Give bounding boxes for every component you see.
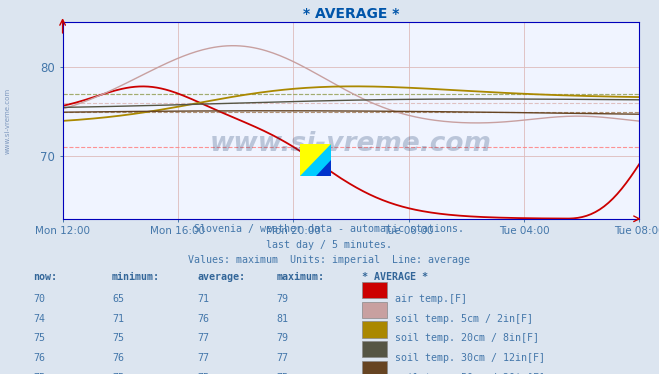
Text: 77: 77: [277, 353, 289, 363]
FancyBboxPatch shape: [362, 282, 387, 298]
Text: now:: now:: [33, 272, 57, 282]
Polygon shape: [300, 144, 331, 176]
Polygon shape: [316, 160, 331, 176]
Text: minimum:: minimum:: [112, 272, 160, 282]
Text: soil temp. 30cm / 12in[F]: soil temp. 30cm / 12in[F]: [395, 353, 546, 363]
Text: air temp.[F]: air temp.[F]: [395, 294, 467, 304]
Text: soil temp. 50cm / 20in[F]: soil temp. 50cm / 20in[F]: [395, 373, 546, 374]
Text: 75: 75: [33, 334, 45, 343]
Text: * AVERAGE *: * AVERAGE *: [362, 272, 428, 282]
Text: maximum:: maximum:: [277, 272, 325, 282]
Text: Values: maximum  Units: imperial  Line: average: Values: maximum Units: imperial Line: av…: [188, 255, 471, 265]
Text: 81: 81: [277, 314, 289, 324]
Text: 76: 76: [198, 314, 210, 324]
Text: 79: 79: [277, 294, 289, 304]
FancyBboxPatch shape: [362, 341, 387, 358]
Text: 70: 70: [33, 294, 45, 304]
Text: soil temp. 5cm / 2in[F]: soil temp. 5cm / 2in[F]: [395, 314, 533, 324]
Text: 75: 75: [198, 373, 210, 374]
Text: 75: 75: [277, 373, 289, 374]
Text: 75: 75: [112, 334, 124, 343]
Text: 65: 65: [112, 294, 124, 304]
FancyBboxPatch shape: [362, 301, 387, 318]
Text: www.si-vreme.com: www.si-vreme.com: [5, 88, 11, 154]
Text: 79: 79: [277, 334, 289, 343]
Text: 75: 75: [33, 373, 45, 374]
Text: last day / 5 minutes.: last day / 5 minutes.: [266, 240, 393, 250]
Title: * AVERAGE *: * AVERAGE *: [302, 7, 399, 21]
Text: www.si-vreme.com: www.si-vreme.com: [210, 131, 492, 157]
Text: 76: 76: [112, 353, 124, 363]
Polygon shape: [300, 144, 331, 176]
Text: 76: 76: [33, 353, 45, 363]
FancyBboxPatch shape: [362, 361, 387, 374]
Text: 74: 74: [33, 314, 45, 324]
Text: average:: average:: [198, 272, 246, 282]
Text: Slovenia / weather data - automatic stations.: Slovenia / weather data - automatic stat…: [194, 224, 465, 234]
Text: 77: 77: [198, 353, 210, 363]
FancyBboxPatch shape: [362, 321, 387, 338]
Text: 75: 75: [112, 373, 124, 374]
Text: 71: 71: [112, 314, 124, 324]
Text: 71: 71: [198, 294, 210, 304]
Text: soil temp. 20cm / 8in[F]: soil temp. 20cm / 8in[F]: [395, 334, 540, 343]
Text: 77: 77: [198, 334, 210, 343]
